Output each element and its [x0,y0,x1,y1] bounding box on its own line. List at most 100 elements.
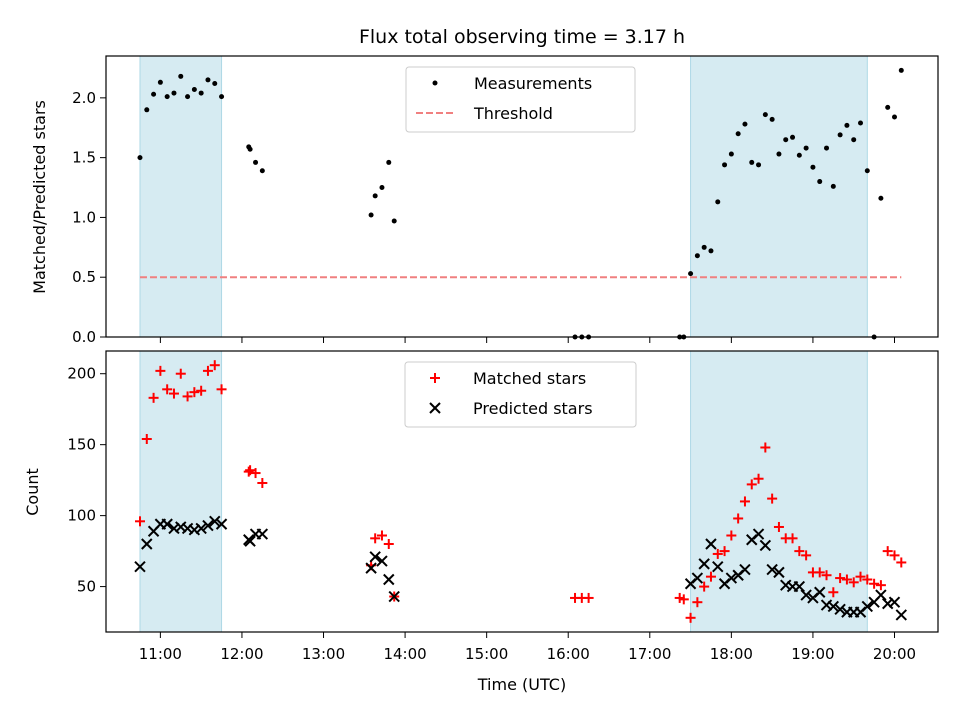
x-tick-label: 15:00 [465,645,508,663]
y-tick-label: 2.0 [72,89,96,107]
cross-b [161,518,173,530]
predicted-star-point [209,515,221,528]
matched-star-point [182,391,193,402]
cross-b [188,524,201,536]
matched-star-point [175,368,186,379]
shaded-region [690,350,868,633]
measurement-point [858,120,864,126]
matched-star-point [243,466,254,477]
cross-b [793,580,806,593]
cross-b [814,586,826,598]
matched-star-point [889,550,900,561]
matched-star-point [828,587,839,598]
matched-star-point [209,360,220,371]
measurement-point [198,90,204,96]
matched-star-point [250,468,261,479]
cross-b [773,566,785,579]
matched-star-point [712,548,723,559]
x-tick-label: 17:00 [628,645,671,663]
measurement-point [253,159,259,165]
matched-star-point [216,384,227,395]
predicted-star-point [895,609,908,621]
cross-b [698,558,710,570]
measurement-point [259,168,265,174]
y-tick-label: 1.0 [72,208,96,226]
matched-star-point [168,388,179,399]
measurement-points [137,67,904,340]
measurement-point [756,162,762,168]
measurement-point [762,112,768,118]
cross-b [691,572,704,584]
cross-b [376,555,388,567]
top-x-ticks [159,337,895,343]
predicted-star-point [691,572,704,584]
measurement-point [749,159,755,165]
matched-star-point [896,557,907,568]
top-legend: Measurements Threshold [405,66,636,133]
cross-b [365,562,377,574]
matched-star-point [692,597,703,608]
matched-star-point [376,530,387,541]
cross-b [256,528,269,540]
measurement-point [151,91,157,97]
measurement-point [164,94,170,100]
shaded-region [139,55,223,338]
measurement-point [878,195,884,201]
predicted-star-point [800,589,812,601]
measurement-point [391,218,397,224]
legend-predicted-label: Predicted stars [473,399,593,418]
measurement-point [137,155,143,161]
measurement-point [864,168,870,174]
matched-star-point [733,513,744,524]
cross-b [739,563,751,576]
matched-star-point [162,384,173,395]
matched-star-point [882,546,893,557]
measurement-point [844,122,850,128]
matched-star-point [705,571,716,582]
matched-star-point [739,496,750,507]
measurement-point [898,67,904,73]
matched-star-point [148,392,159,403]
measurement-point [379,185,385,191]
legend-predicted-marker [429,402,441,414]
x-tick-label: 16:00 [547,645,590,663]
matched-star-point [155,365,166,376]
matched-star-point [726,530,737,541]
measurement-point [247,146,253,152]
measurement-point [810,164,816,170]
bottom-axes-frame [105,350,939,633]
measurement-point [178,73,184,79]
predicted-star-point [793,580,806,593]
legend-measurement-marker [432,80,438,86]
predicted-star-point [202,519,214,532]
matched-star-point [678,594,689,605]
measurement-point [776,151,782,157]
measurement-point [817,179,823,185]
matched-star-point [202,365,213,376]
cross-b [134,561,146,573]
predicted-star-point [888,596,901,608]
cross-b [388,590,400,603]
x-tick-label: 19:00 [791,645,834,663]
predicted-star-point [256,528,269,540]
matched-star-point [821,570,832,581]
legend-measurements-label: Measurements [474,74,592,93]
cross-b [895,609,908,621]
cross-b [168,522,180,535]
measurement-point [171,90,177,96]
cross-b [752,528,765,540]
count-points [134,360,908,623]
matched-star-point [583,592,594,603]
cross-b [800,589,812,601]
predicted-star-point [388,590,400,603]
measurement-point [783,137,789,143]
cross-b [725,572,738,584]
predicted-star-point [376,555,388,567]
matched-star-point [875,580,886,591]
measurement-point [205,77,211,83]
measurement-point [803,145,809,151]
matched-star-point [862,574,873,585]
legend-matched-label: Matched stars [473,369,586,388]
y-tick-label: 150 [67,436,96,454]
